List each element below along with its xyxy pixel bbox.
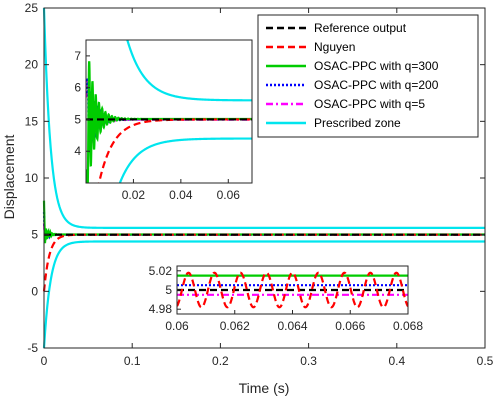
legend-box (257, 14, 479, 138)
legend: Reference output Nguyen OSAC-PPC with q=30… (257, 14, 479, 138)
legend-label: OSAC-PPC with q=200 (314, 78, 439, 92)
y-tick-label: -5 (27, 341, 38, 355)
y-tick-label: 0 (31, 284, 38, 298)
inset1-x-tick-label: 0.04 (169, 188, 193, 202)
inset1-frame (85, 39, 253, 184)
inset-plot-2: 0.06 0.062 0.064 0.066 0.068 4.98 5 5.02 (149, 264, 424, 333)
y-tick-label: 25 (25, 1, 39, 15)
inset2-x-tick-label: 0.06 (165, 319, 189, 333)
inset2-y-tick-label: 4.98 (149, 302, 173, 316)
x-tick-label: 0 (41, 354, 48, 368)
inset1-area (86, 40, 252, 183)
y-tick-label: 10 (25, 171, 39, 185)
inset1-y-tick-label: 5 (74, 112, 81, 126)
inset2-y-tick-label: 5 (165, 283, 172, 297)
inset1-x-tick-label: 0.02 (122, 188, 146, 202)
inset2-x-tick-label: 0.064 (277, 319, 307, 333)
y-tick-label: 15 (25, 114, 39, 128)
x-tick-label: 0.4 (388, 354, 405, 368)
inset2-x-tick-label: 0.068 (393, 319, 423, 333)
inset1-y-tick-label: 7 (74, 49, 81, 63)
x-tick-label: 0.1 (124, 354, 141, 368)
inset1-x-tick-label: 0.06 (217, 188, 241, 202)
x-tick-label: 0.2 (212, 354, 229, 368)
legend-label: OSAC-PPC with q=300 (314, 59, 439, 73)
y-axis-label: Displacement (1, 134, 17, 219)
inset-plot-1: 0.02 0.04 0.06 4 5 6 7 (74, 39, 253, 202)
series-prescribed-zone-lower (42, 240, 485, 349)
x-tick-label: 0.5 (477, 354, 494, 368)
x-axis-label: Time (s) (239, 380, 290, 396)
inset2-series (177, 271, 408, 309)
inset2-x-tick-label: 0.066 (335, 319, 365, 333)
y-tick-label: 20 (25, 58, 39, 72)
inset2-x-tick-label: 0.062 (220, 319, 250, 333)
inset2-nguyen (177, 271, 408, 309)
inset2-y-tick-label: 5.02 (149, 264, 173, 278)
series-prescribed-zone-upper (42, 7, 485, 229)
inset1-y-tick-label: 4 (74, 144, 81, 158)
inset1-prescribed-zone-upper (126, 40, 252, 102)
legend-label: Nguyen (314, 40, 355, 54)
inset1-y-tick-label: 6 (74, 81, 81, 95)
inset1-series (86, 40, 252, 183)
legend-label: OSAC-PPC with q=5 (314, 97, 425, 111)
inset1-prescribed-zone-lower (118, 137, 252, 183)
y-tick-label: 5 (31, 228, 38, 242)
legend-label: Prescribed zone (314, 116, 401, 130)
x-tick-label: 0.3 (300, 354, 317, 368)
legend-label: Reference output (314, 21, 407, 35)
